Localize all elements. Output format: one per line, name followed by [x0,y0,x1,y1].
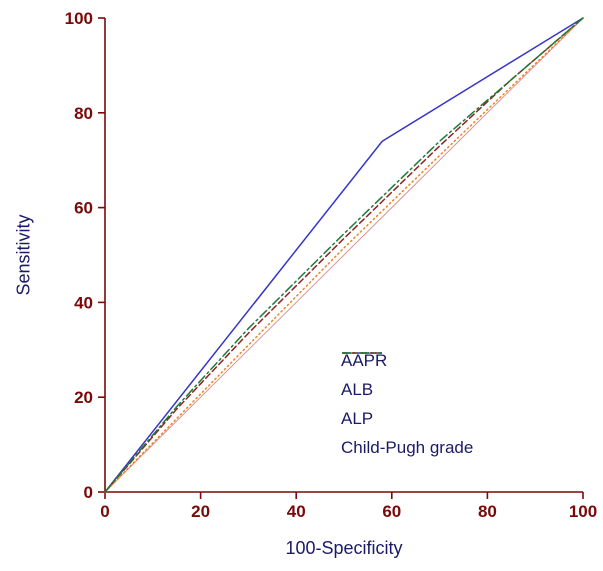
series-line-aapr [104,17,584,493]
x-tick-label: 0 [100,502,109,521]
y-tick-label: 20 [74,388,93,407]
legend-label: ALP [341,409,374,428]
x-tick-label: 60 [382,502,401,521]
y-axis-title: Sensitivity [13,214,34,296]
series-line-alp [104,17,584,493]
series-line-child-pugh-grade [104,17,584,493]
legend-item-alp: ALP [341,352,473,430]
y-tick-label: 40 [74,293,93,312]
legend: AAPR ALB ALP Child-Pugh grade [341,350,473,459]
y-tick-label: 80 [74,104,93,123]
legend-item-child-pugh: Child-Pugh grade [341,352,474,459]
legend-label: ALB [341,380,374,399]
legend-line-sample [342,352,382,354]
x-tick-label: 100 [569,502,597,521]
legend-label: AAPR [341,351,388,370]
x-axis-title: 100-Specificity [285,538,403,558]
reference-diagonal-line [104,17,584,493]
x-tick-label: 80 [478,502,497,521]
y-tick-label: 100 [65,9,93,28]
legend-item-alb: ALB [341,352,473,401]
x-tick-label: 20 [191,502,210,521]
x-tick-label: 40 [287,502,306,521]
y-tick-label: 60 [74,199,93,218]
legend-label: Child-Pugh grade [341,438,474,457]
y-tick-label: 0 [84,483,93,502]
